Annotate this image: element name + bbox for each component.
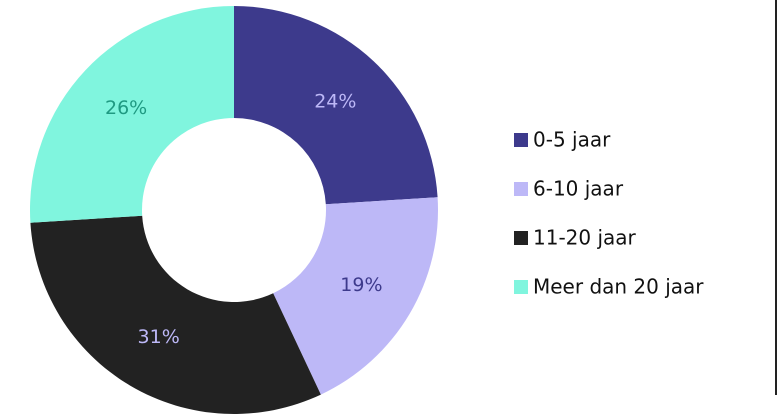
legend-label: 11-20 jaar [533, 226, 637, 250]
legend-label: 0-5 jaar [533, 128, 611, 152]
data-label: 24% [314, 91, 356, 113]
donut-slice [273, 197, 438, 395]
donut-slice [29, 6, 234, 223]
legend-label: 6-10 jaar [533, 177, 624, 201]
donut-slice [30, 215, 321, 415]
legend-label: Meer dan 20 jaar [533, 275, 704, 299]
legend-swatch [514, 182, 528, 196]
legend-swatch [514, 133, 528, 147]
legend-swatch [514, 231, 528, 245]
donut-slice [234, 6, 438, 205]
data-label: 31% [138, 326, 180, 348]
data-label: 26% [105, 97, 147, 119]
legend-swatch [514, 280, 528, 294]
data-label: 19% [340, 274, 382, 296]
